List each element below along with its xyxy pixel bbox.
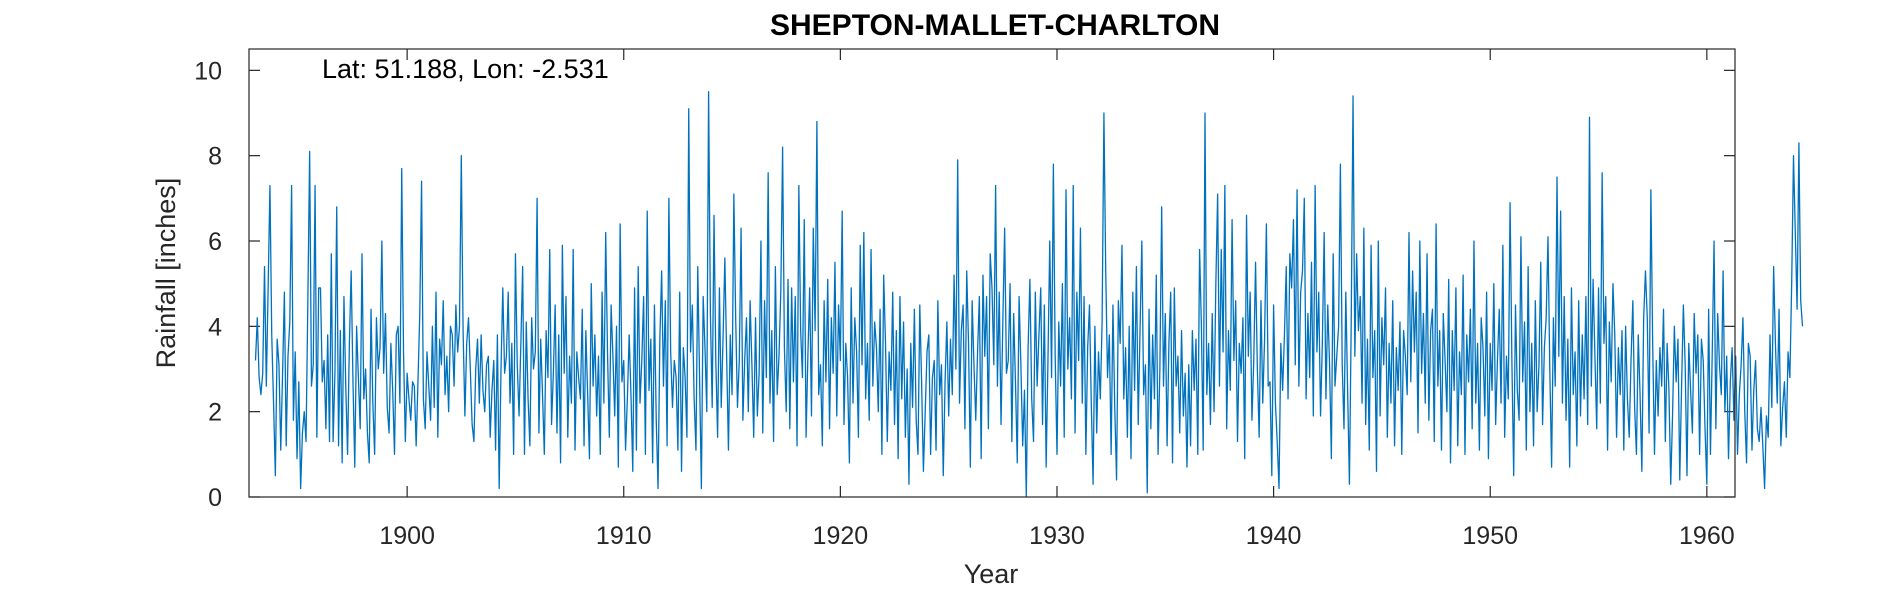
x-tick-label: 1930 bbox=[1029, 522, 1085, 550]
x-tick-label: 1960 bbox=[1679, 522, 1735, 550]
x-axis-ticks: 1900 1910 1920 1930 1940 1950 1960 bbox=[379, 49, 1735, 550]
station-coordinates-annotation: Lat: 51.188, Lon: -2.531 bbox=[322, 54, 609, 84]
y-axis-ticks: 0 2 4 6 8 10 bbox=[194, 57, 1735, 512]
y-tick-label: 0 bbox=[208, 484, 222, 512]
x-tick-label: 1900 bbox=[379, 522, 435, 550]
x-tick-label: 1950 bbox=[1462, 522, 1518, 550]
plot-frame bbox=[248, 48, 1736, 498]
rainfall-series-line bbox=[254, 91, 1804, 498]
y-tick-label: 8 bbox=[208, 143, 222, 171]
y-tick-label: 6 bbox=[208, 228, 222, 256]
x-axis-label: Year bbox=[964, 559, 1019, 589]
plot-area bbox=[249, 49, 1735, 497]
y-axis-label: Rainfall [inches] bbox=[151, 178, 181, 369]
y-tick-label: 4 bbox=[208, 313, 222, 341]
x-tick-label: 1940 bbox=[1246, 522, 1302, 550]
chart-title: SHEPTON-MALLET-CHARLTON bbox=[770, 9, 1220, 42]
x-tick-label: 1920 bbox=[813, 522, 869, 550]
x-tick-label: 1910 bbox=[596, 522, 652, 550]
y-tick-label: 2 bbox=[208, 399, 222, 427]
y-tick-label: 10 bbox=[194, 57, 222, 85]
